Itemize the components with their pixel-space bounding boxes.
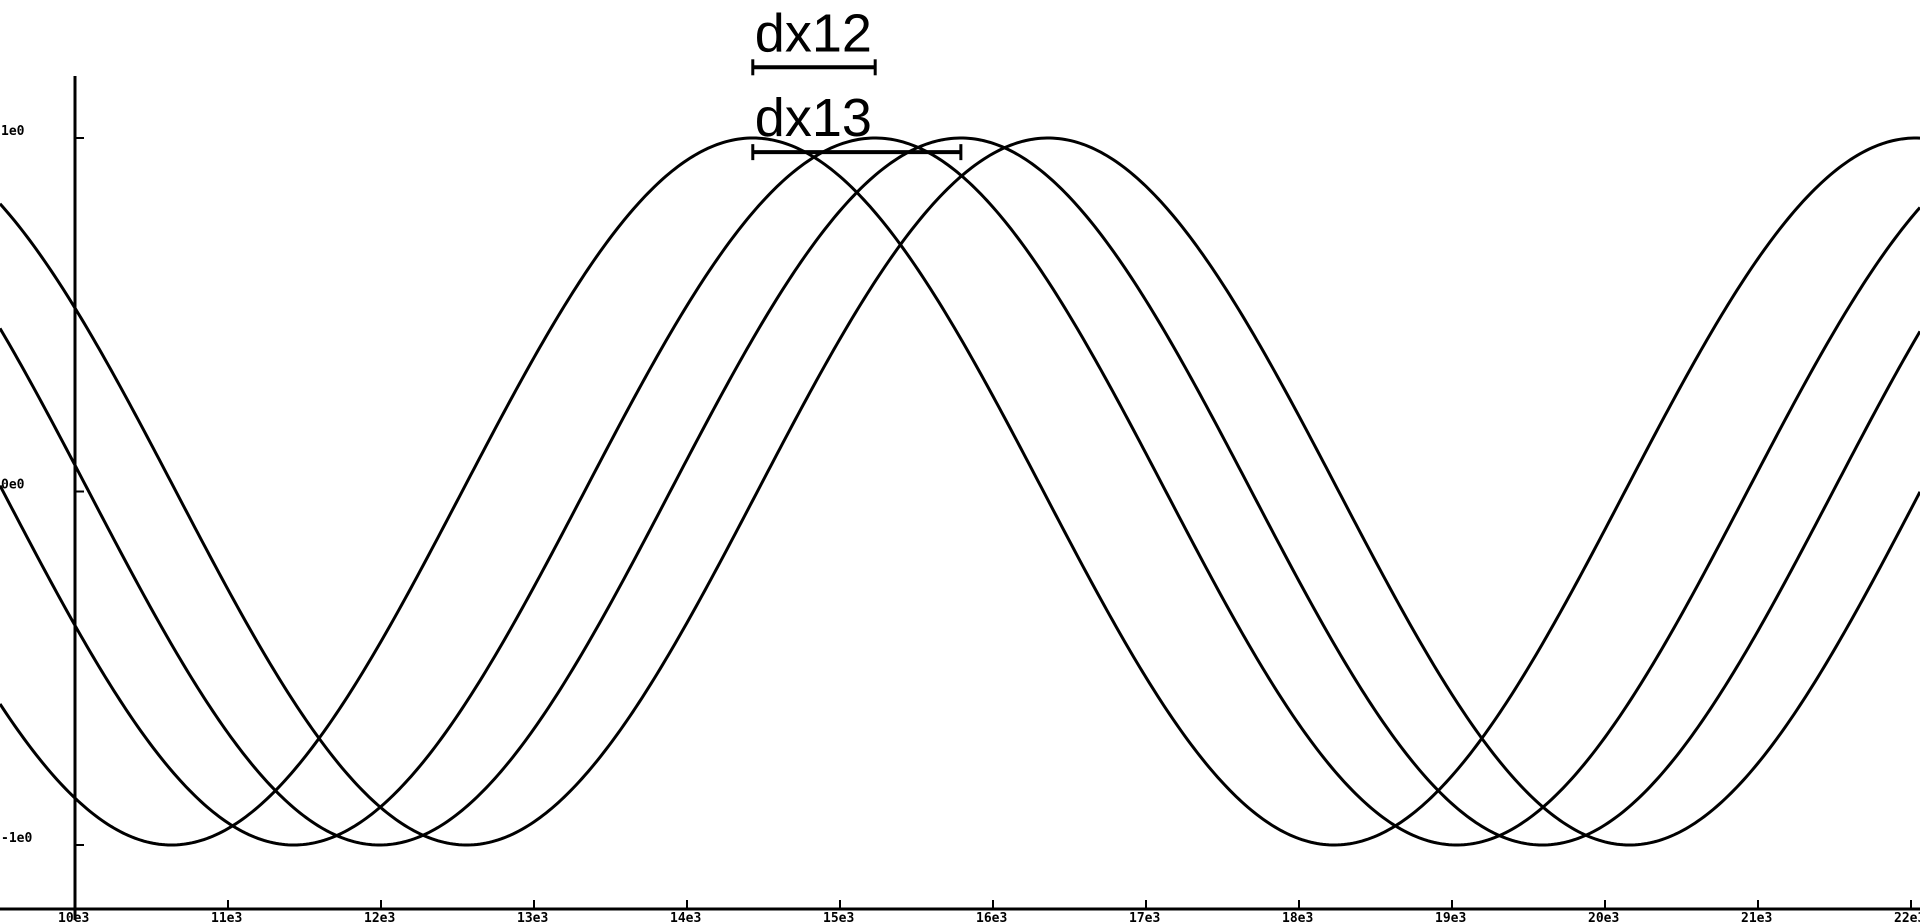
x-tick-label: 21e3 xyxy=(1741,911,1772,924)
y-tick-label: 1e0 xyxy=(1,124,25,139)
annotation-group: dx12 dx13 xyxy=(751,3,963,161)
series-line-2 xyxy=(0,136,1920,847)
x-tick-label: 11e3 xyxy=(211,911,242,924)
series-line-1 xyxy=(0,136,1920,847)
x-tick-label: 22e3 xyxy=(1894,911,1920,924)
series-line-4 xyxy=(0,136,1920,847)
x-tick-label: 15e3 xyxy=(823,911,854,924)
x-tick-group: 10e3 11e3 12e3 13e3 14e3 15e3 16e3 17e3 18e3 19e3… xyxy=(58,900,1920,924)
annotation-label: dx12 xyxy=(755,3,872,63)
y-tick-label: 0e0 xyxy=(1,478,25,493)
y-tick-label: -1e0 xyxy=(1,831,32,846)
x-tick-label: 13e3 xyxy=(517,911,548,924)
curve-group xyxy=(0,136,1920,847)
y-tick-group: 1e0 0e0 -1e0 xyxy=(1,124,84,846)
x-tick-label: 17e3 xyxy=(1129,911,1160,924)
x-tick-label: 16e3 xyxy=(976,911,1007,924)
x-tick-label: 20e3 xyxy=(1588,911,1619,924)
x-tick-label: 18e3 xyxy=(1282,911,1313,924)
x-tick-label: 10e3 xyxy=(58,911,89,924)
annotation-label: dx13 xyxy=(755,88,872,148)
x-tick-label: 19e3 xyxy=(1435,911,1466,924)
series-line-3 xyxy=(0,136,1920,847)
x-tick-label: 12e3 xyxy=(364,911,395,924)
x-tick-label: 14e3 xyxy=(670,911,701,924)
